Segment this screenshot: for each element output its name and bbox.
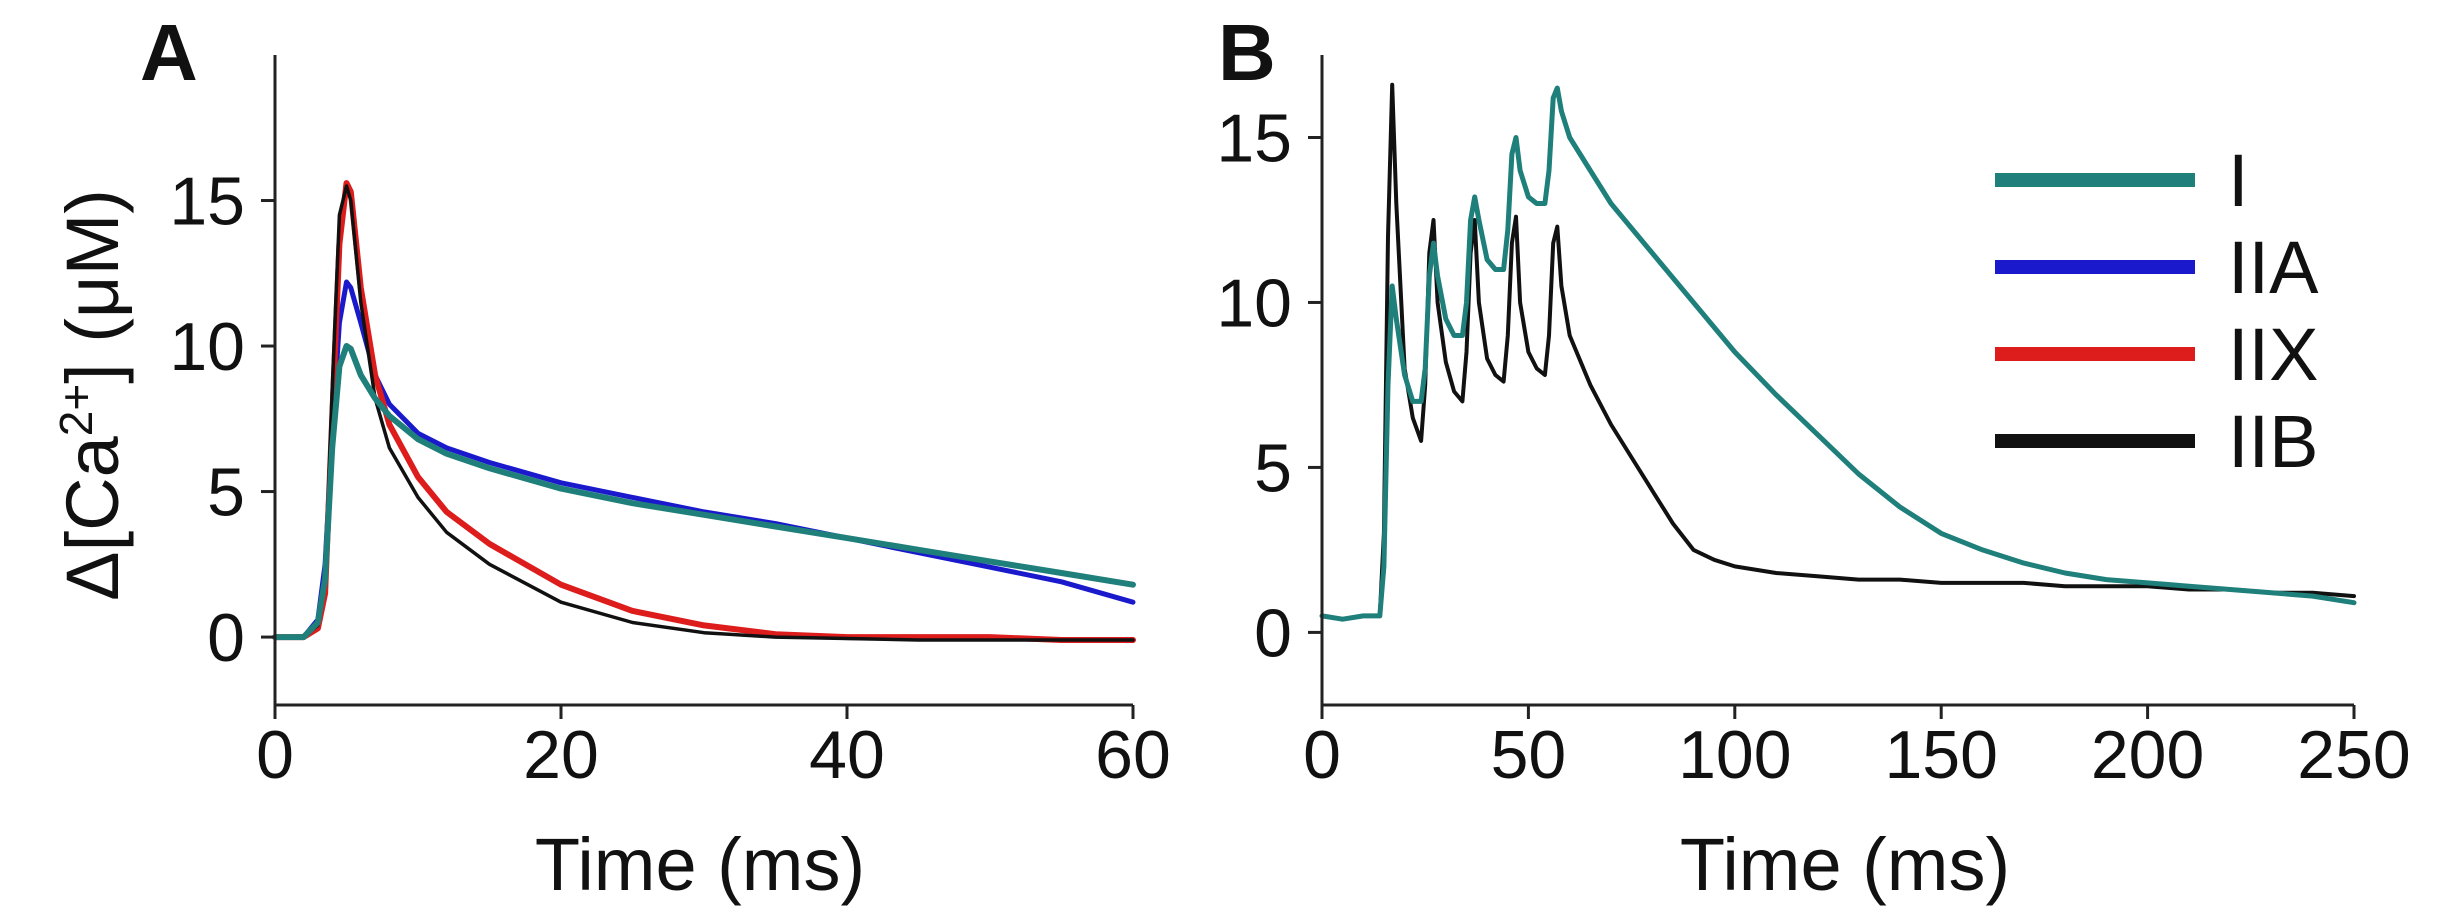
a-y-tick-label: 0 xyxy=(207,600,245,676)
b-series-line-iib xyxy=(1320,82,2356,622)
a-x-tick-label: 0 xyxy=(256,717,294,793)
legend-label-iix: IIX xyxy=(2228,313,2318,396)
panel-a-axes: 0 5 10 15 0 20 40 60 xyxy=(169,55,1171,793)
legend-label-i: I xyxy=(2228,139,2249,222)
a-x-tick-label: 40 xyxy=(809,717,885,793)
panel-b-letter: B xyxy=(1218,8,1276,97)
a-y-tick-label: 15 xyxy=(169,164,245,240)
y-title-sup: 2+ xyxy=(50,384,102,436)
panel-a-x-axis-title: Time (ms) xyxy=(535,823,865,906)
b-y-tick-label: 5 xyxy=(1254,430,1292,506)
a-series-line-i xyxy=(272,343,1136,641)
b-y-tick-label: 10 xyxy=(1216,265,1292,341)
panel-a-series xyxy=(272,180,1136,643)
panel-a-letter: A xyxy=(140,8,198,97)
panel-b-series xyxy=(1319,82,2357,622)
y-title-delta: Δ xyxy=(51,551,134,600)
legend-label-iib: IIB xyxy=(2228,400,2318,483)
b-x-tick-label: 50 xyxy=(1491,717,1567,793)
a-x-tick-label: 20 xyxy=(523,717,599,793)
a-y-tick-label: 5 xyxy=(207,455,245,531)
b-y-tick-label: 0 xyxy=(1254,595,1292,671)
panel-a: A 0 5 10 15 0 20 40 60 Time (ms) Δ[Ca2+] (μM) xyxy=(50,8,1171,906)
b-series-line-i xyxy=(1319,85,2357,622)
b-x-tick-label: 200 xyxy=(2091,717,2204,793)
a-y-tick-label: 10 xyxy=(169,309,245,385)
panel-b-x-axis-title: Time (ms) xyxy=(1680,823,2010,906)
b-y-tick-label: 15 xyxy=(1216,100,1292,176)
b-x-tick-label: 0 xyxy=(1303,717,1341,793)
b-x-tick-label: 100 xyxy=(1678,717,1791,793)
panel-a-y-axis-title: Δ[Ca2+] (μM) xyxy=(50,189,134,601)
y-title-pre: [Ca xyxy=(51,435,134,551)
b-x-tick-label: 250 xyxy=(2297,717,2410,793)
legend-label-iia: IIA xyxy=(2228,226,2319,309)
b-x-tick-label: 150 xyxy=(1884,717,1997,793)
a-x-tick-label: 60 xyxy=(1095,717,1171,793)
y-title-post: ] (μM) xyxy=(51,189,134,384)
a-series-line-iia xyxy=(272,279,1136,640)
